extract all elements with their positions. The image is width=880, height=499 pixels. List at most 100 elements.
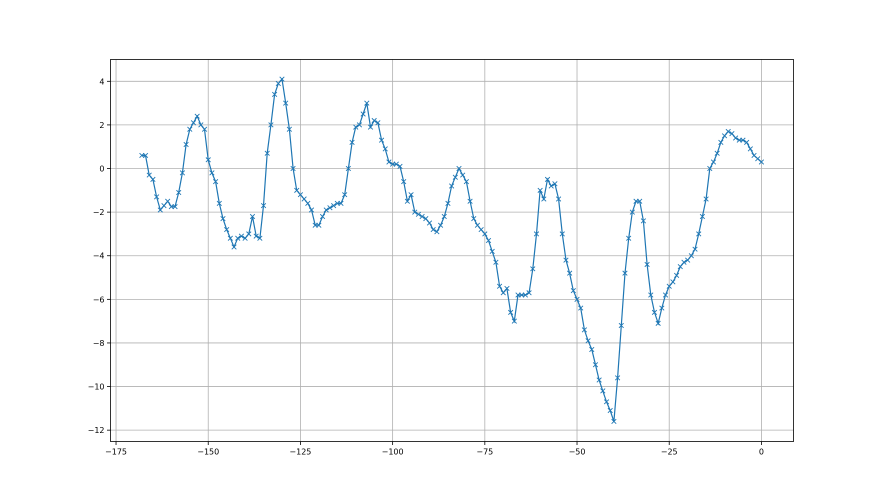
data-point-marker	[172, 204, 178, 210]
data-point-marker	[648, 292, 654, 298]
data-point-marker	[696, 231, 702, 237]
data-point-marker	[360, 111, 366, 117]
data-point-marker	[622, 270, 628, 276]
data-point-marker	[294, 187, 300, 193]
data-point-marker	[740, 137, 746, 143]
data-point-marker	[445, 200, 451, 207]
data-point-marker	[544, 176, 551, 183]
data-point-marker	[552, 181, 558, 187]
data-point-marker	[330, 202, 337, 209]
data-point-marker	[729, 131, 735, 137]
x-tick-label: −50	[569, 448, 586, 457]
data-point-marker	[548, 183, 554, 189]
data-point-marker	[146, 172, 152, 178]
data-point-marker	[585, 338, 591, 344]
data-point-marker	[187, 126, 193, 132]
data-point-marker	[397, 163, 403, 169]
data-point-marker	[142, 152, 149, 159]
y-tick-label: −2	[93, 208, 105, 217]
data-point-marker	[710, 159, 717, 165]
data-point-marker	[393, 161, 399, 167]
data-point-marker	[404, 198, 410, 204]
data-point-marker	[308, 207, 315, 213]
data-point-marker	[703, 196, 709, 202]
x-tick-label: −100	[382, 448, 404, 457]
y-tick-label: −12	[88, 426, 105, 435]
data-point-marker	[441, 213, 447, 220]
data-point-marker	[305, 200, 311, 207]
data-point-marker	[681, 259, 687, 265]
data-point-marker	[367, 124, 374, 130]
data-point-marker	[227, 235, 233, 241]
data-point-marker	[467, 198, 473, 204]
data-point-marker	[511, 318, 517, 324]
data-point-marker	[533, 231, 540, 237]
data-point-marker	[659, 305, 665, 311]
axes-frame	[110, 59, 794, 442]
data-point-marker	[371, 117, 377, 124]
data-point-marker	[718, 139, 724, 145]
y-tick-label: −4	[93, 252, 105, 261]
data-point-marker	[747, 146, 753, 152]
data-point-marker	[662, 292, 669, 298]
data-point-marker	[412, 209, 418, 215]
x-tick-label: −150	[197, 448, 219, 457]
data-point-marker	[212, 178, 219, 185]
data-point-marker	[508, 309, 514, 316]
data-point-marker	[522, 292, 529, 298]
data-point-marker	[283, 100, 289, 106]
data-point-marker	[364, 100, 370, 106]
y-tick-label: 4	[99, 77, 104, 86]
data-point-marker	[452, 174, 458, 180]
data-point-marker	[257, 235, 263, 241]
data-point-marker	[423, 216, 429, 222]
x-tick-label: −175	[105, 448, 127, 457]
data-point-marker	[500, 290, 506, 296]
data-point-marker	[611, 418, 617, 425]
data-point-marker	[474, 222, 481, 228]
data-point-marker	[456, 165, 462, 172]
data-point-marker	[216, 200, 222, 207]
x-tick-label: 0	[759, 448, 764, 457]
x-tick-label: −25	[661, 448, 678, 457]
data-point-marker	[165, 198, 171, 204]
data-point-marker	[589, 346, 595, 353]
data-point-marker	[618, 322, 624, 329]
data-point-marker	[190, 120, 197, 126]
data-point-marker	[496, 283, 503, 289]
data-point-marker	[725, 128, 731, 135]
data-point-marker	[744, 139, 750, 145]
data-point-marker	[194, 113, 200, 119]
data-point-marker	[758, 159, 765, 165]
data-point-marker	[198, 122, 204, 128]
data-point-marker	[290, 165, 296, 172]
data-point-marker	[316, 222, 322, 228]
data-point-marker	[231, 244, 237, 250]
series-line	[141, 77, 762, 422]
data-point-marker	[541, 196, 547, 202]
data-point-marker	[644, 261, 650, 268]
data-point-marker	[271, 91, 278, 98]
data-point-marker	[224, 226, 230, 233]
data-point-marker	[386, 159, 392, 165]
data-point-marker	[242, 235, 248, 241]
data-point-marker	[434, 229, 440, 235]
data-point-marker	[264, 150, 270, 156]
data-point-marker	[578, 305, 584, 311]
data-point-marker	[677, 264, 683, 270]
data-point-marker	[375, 120, 381, 126]
data-point-marker	[220, 216, 226, 222]
data-point-marker	[345, 165, 351, 172]
data-point-marker	[714, 150, 720, 156]
data-point-marker	[596, 377, 602, 383]
data-point-marker	[157, 207, 163, 213]
data-point-marker	[685, 257, 691, 263]
data-point-marker	[699, 213, 706, 220]
y-tick-label: −10	[88, 383, 105, 392]
data-point-marker	[607, 407, 613, 414]
grid	[110, 59, 794, 442]
data-point-marker	[463, 178, 470, 185]
data-point-marker	[275, 80, 281, 87]
data-point-marker	[600, 388, 606, 394]
data-point-marker	[279, 76, 285, 82]
